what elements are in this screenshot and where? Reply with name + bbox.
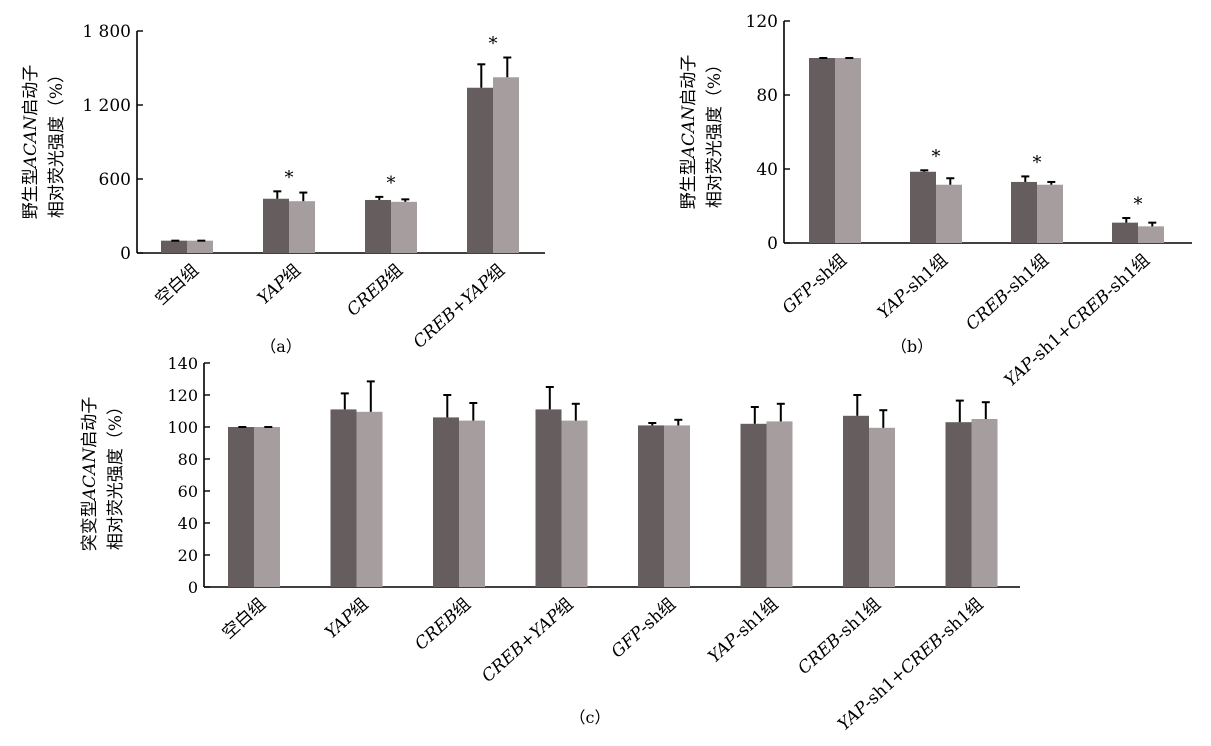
y-tick-label: 80 [756, 86, 778, 106]
bar [1138, 226, 1164, 243]
bar [561, 420, 588, 587]
y-tick-label: 60 [178, 482, 198, 501]
panel-label: （b） [891, 337, 933, 356]
significance-star: * [932, 146, 941, 167]
category-label: YAP组 [254, 260, 305, 309]
category-label: CREB+YAP组 [410, 260, 509, 352]
y-tick-label: 100 [167, 418, 198, 437]
category-label: YAP-sh1组 [704, 594, 782, 667]
y-tick-label: 0 [188, 578, 198, 597]
category-label: CREB-sh1组 [794, 594, 885, 678]
category-label: YAP-sh1组 [874, 250, 952, 323]
category-label: CREB组 [411, 594, 475, 654]
category-label: GFP-sh组 [608, 594, 680, 662]
bar [493, 77, 519, 253]
y-tick-label: 140 [167, 354, 198, 373]
panel-b-chart: 0 40 80 120 野生型ACAN启动子 相对荧光强度（%） GFP-sh组 * YAP-s… [679, 12, 1192, 391]
bar [289, 201, 315, 253]
significance-star: * [285, 167, 294, 188]
bar [809, 58, 835, 243]
bar [740, 423, 767, 587]
significance-star: * [387, 173, 396, 194]
y-axis-label: 野生型ACAN启动子 [679, 55, 699, 209]
panel-label: （a） [260, 337, 302, 356]
bar [910, 171, 936, 243]
bar [365, 199, 391, 253]
bar [433, 417, 459, 587]
y-axis-label: 相对荧光强度（%） [705, 56, 725, 208]
bar [459, 420, 485, 587]
significance-star: * [489, 34, 498, 55]
bar [254, 427, 280, 587]
bar [1112, 222, 1138, 243]
bar [535, 409, 562, 587]
bar [945, 422, 972, 587]
y-tick-label: 120 [167, 386, 198, 405]
bar [1037, 184, 1063, 243]
bar [330, 409, 357, 587]
category-label: GFP-sh组 [779, 250, 851, 318]
panel-label: （c） [570, 708, 611, 727]
category-label: 空白组 [219, 594, 270, 643]
bar [664, 425, 690, 587]
y-tick-label: 0 [120, 244, 131, 264]
significance-star: * [1134, 194, 1143, 215]
y-tick-label: 1 200 [82, 96, 131, 116]
panel-c-chart: 0 20 40 60 80 100 120 140 突变型ACAN启动子 相对荧光强度（%） 空白组… [80, 354, 1020, 735]
y-tick-label: 1 800 [82, 22, 131, 42]
y-tick-label: 120 [746, 12, 778, 32]
bar [161, 240, 187, 253]
bar [228, 427, 254, 587]
bar [467, 87, 493, 253]
y-axis-label: 相对荧光强度（%） [47, 66, 67, 218]
y-axis-label: 突变型ACAN启动子 [80, 397, 100, 551]
category-label: 空白组 [152, 260, 203, 309]
bar [391, 201, 417, 253]
bar [263, 198, 289, 253]
panel-a-chart: 0 600 1 200 1 800 野生型ACAN启动子 相对荧光强度（%） 空白组 * YAP… [21, 22, 545, 356]
bar [356, 411, 383, 587]
category-label: CREB组 [343, 260, 407, 320]
category-label: CREB+YAP组 [478, 594, 577, 686]
y-tick-label: 600 [99, 170, 131, 190]
bar [843, 415, 869, 587]
bar [1011, 181, 1037, 243]
bar [187, 240, 213, 253]
bar [835, 58, 861, 243]
y-axis-label: 相对荧光强度（%） [106, 398, 126, 550]
bar [971, 419, 998, 587]
bar [638, 425, 664, 587]
category-label: CREB-sh1组 [962, 250, 1053, 334]
category-label: YAP组 [321, 594, 372, 643]
y-tick-label: 40 [756, 160, 778, 180]
y-tick-label: 40 [178, 514, 198, 533]
significance-star: * [1033, 152, 1042, 173]
bar [936, 184, 962, 243]
y-tick-label: 0 [767, 234, 778, 254]
y-tick-label: 20 [178, 546, 198, 565]
bar [869, 427, 895, 587]
bar [766, 421, 793, 587]
y-axis-label: 野生型ACAN启动子 [21, 65, 41, 219]
y-tick-label: 80 [178, 450, 198, 469]
